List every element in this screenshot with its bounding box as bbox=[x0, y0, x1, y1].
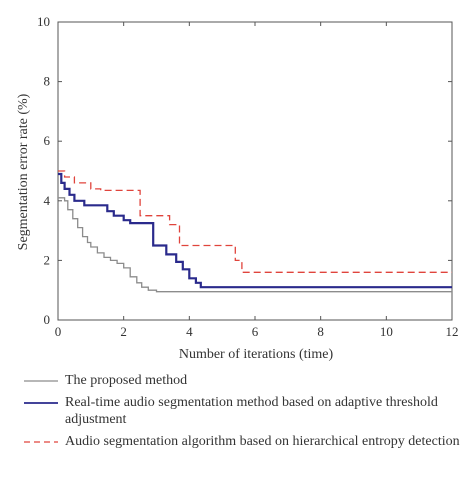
plot-frame bbox=[57, 21, 453, 321]
y-axis-title: Segmentation error rate (%) bbox=[16, 93, 31, 250]
legend-swatch-proposed bbox=[24, 372, 58, 388]
legend-label-proposed: The proposed method bbox=[65, 373, 188, 388]
x-tick-label: 12 bbox=[446, 324, 459, 339]
y-tick-label: 2 bbox=[44, 252, 51, 267]
legend-item-adaptive-threshold: Real-time audio segmentation method base… bbox=[24, 394, 464, 428]
legend-label-hierarchical-entropy: Audio segmentation algorithm based on hi… bbox=[65, 434, 460, 449]
legend-swatch-hierarchical-entropy bbox=[24, 433, 58, 449]
series-line-1 bbox=[58, 172, 452, 289]
series-lines bbox=[58, 170, 452, 293]
x-tick-label: 6 bbox=[252, 324, 259, 339]
y-tick-label: 0 bbox=[44, 312, 51, 327]
legend: The proposed method Real-time audio segm… bbox=[24, 372, 464, 455]
legend-label-adaptive-threshold: Real-time audio segmentation method base… bbox=[65, 395, 438, 427]
x-tick-label: 8 bbox=[317, 324, 324, 339]
x-tick-label: 4 bbox=[186, 324, 193, 339]
y-tick-label: 10 bbox=[37, 14, 50, 29]
series-line-2 bbox=[58, 170, 452, 273]
axes: 0 2 4 6 8 10 12 0 2 4 6 8 10 bbox=[37, 14, 459, 339]
legend-swatch-adaptive-threshold bbox=[24, 394, 58, 410]
y-tick-label: 8 bbox=[44, 74, 51, 89]
legend-item-hierarchical-entropy: Audio segmentation algorithm based on hi… bbox=[24, 433, 464, 450]
y-tick-label: 6 bbox=[44, 133, 51, 148]
legend-item-proposed: The proposed method bbox=[24, 372, 464, 389]
x-tick-label: 10 bbox=[380, 324, 393, 339]
x-axis-title: Number of iterations (time) bbox=[179, 347, 334, 362]
y-tick-label: 4 bbox=[44, 193, 51, 208]
series-line-0 bbox=[58, 197, 452, 293]
x-tick-label: 2 bbox=[120, 324, 127, 339]
x-tick-label: 0 bbox=[55, 324, 62, 339]
